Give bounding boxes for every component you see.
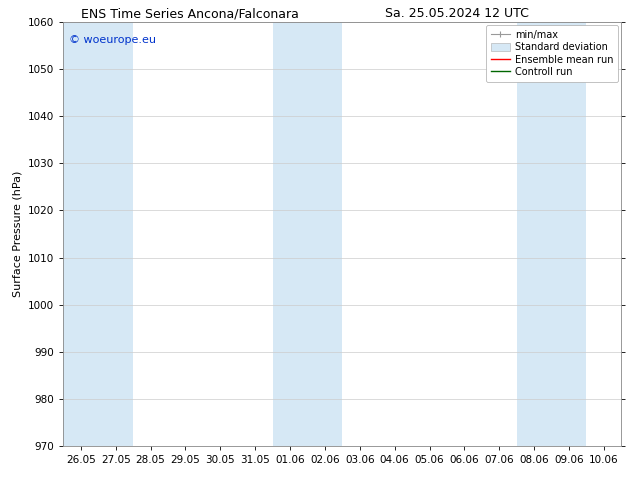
Y-axis label: Surface Pressure (hPa): Surface Pressure (hPa) — [13, 171, 23, 297]
Bar — [273, 22, 342, 446]
Bar — [517, 22, 586, 446]
Bar — [63, 22, 133, 446]
Text: Sa. 25.05.2024 12 UTC: Sa. 25.05.2024 12 UTC — [385, 7, 528, 21]
Legend: min/max, Standard deviation, Ensemble mean run, Controll run: min/max, Standard deviation, Ensemble me… — [486, 25, 618, 82]
Text: © woeurope.eu: © woeurope.eu — [69, 35, 156, 45]
Text: ENS Time Series Ancona/Falconara: ENS Time Series Ancona/Falconara — [81, 7, 299, 21]
